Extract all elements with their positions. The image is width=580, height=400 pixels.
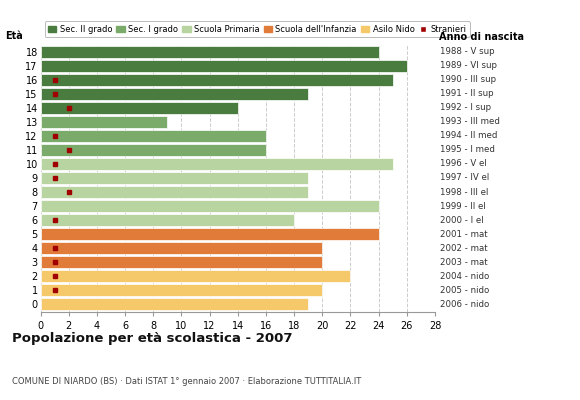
Bar	[41, 298, 308, 310]
Bar	[41, 242, 322, 254]
Text: 1994 - II med: 1994 - II med	[440, 132, 497, 140]
Text: 2003 - mat: 2003 - mat	[440, 258, 487, 267]
Text: 1991 - II sup: 1991 - II sup	[440, 89, 493, 98]
Bar	[41, 270, 350, 282]
Text: 1995 - I med: 1995 - I med	[440, 146, 495, 154]
Text: 2000 - I el: 2000 - I el	[440, 216, 483, 224]
Text: 1998 - III el: 1998 - III el	[440, 188, 488, 196]
Bar	[41, 144, 266, 156]
Bar	[41, 228, 379, 240]
Bar	[41, 172, 308, 184]
Text: 2006 - nido: 2006 - nido	[440, 300, 489, 309]
Text: 1992 - I sup: 1992 - I sup	[440, 103, 491, 112]
Text: 2004 - nido: 2004 - nido	[440, 272, 489, 281]
Text: 1993 - III med: 1993 - III med	[440, 117, 499, 126]
Bar	[41, 60, 407, 72]
Bar	[41, 158, 393, 170]
Text: 1997 - IV el: 1997 - IV el	[440, 174, 489, 182]
Legend: Sec. II grado, Sec. I grado, Scuola Primaria, Scuola dell'Infanzia, Asilo Nido, : Sec. II grado, Sec. I grado, Scuola Prim…	[45, 22, 470, 37]
Text: 1990 - III sup: 1990 - III sup	[440, 75, 496, 84]
Text: Anno di nascita: Anno di nascita	[439, 32, 524, 42]
Bar	[41, 284, 322, 296]
Bar	[41, 88, 308, 100]
Bar	[41, 130, 266, 142]
Text: 1999 - II el: 1999 - II el	[440, 202, 485, 210]
Text: 2001 - mat: 2001 - mat	[440, 230, 487, 239]
Text: 1989 - VI sup: 1989 - VI sup	[440, 61, 496, 70]
Bar	[41, 46, 379, 58]
Bar	[41, 186, 308, 198]
Text: 1988 - V sup: 1988 - V sup	[440, 47, 494, 56]
Bar	[41, 256, 322, 268]
Bar	[41, 74, 393, 86]
Text: 2002 - mat: 2002 - mat	[440, 244, 487, 253]
Bar	[41, 116, 168, 128]
Text: Età: Età	[5, 31, 23, 41]
Text: 1996 - V el: 1996 - V el	[440, 160, 487, 168]
Bar	[41, 214, 294, 226]
Bar	[41, 200, 379, 212]
Text: 2005 - nido: 2005 - nido	[440, 286, 489, 295]
Text: COMUNE DI NIARDO (BS) · Dati ISTAT 1° gennaio 2007 · Elaborazione TUTTITALIA.IT: COMUNE DI NIARDO (BS) · Dati ISTAT 1° ge…	[12, 377, 361, 386]
Text: Popolazione per età scolastica - 2007: Popolazione per età scolastica - 2007	[12, 332, 292, 345]
Bar	[41, 102, 238, 114]
